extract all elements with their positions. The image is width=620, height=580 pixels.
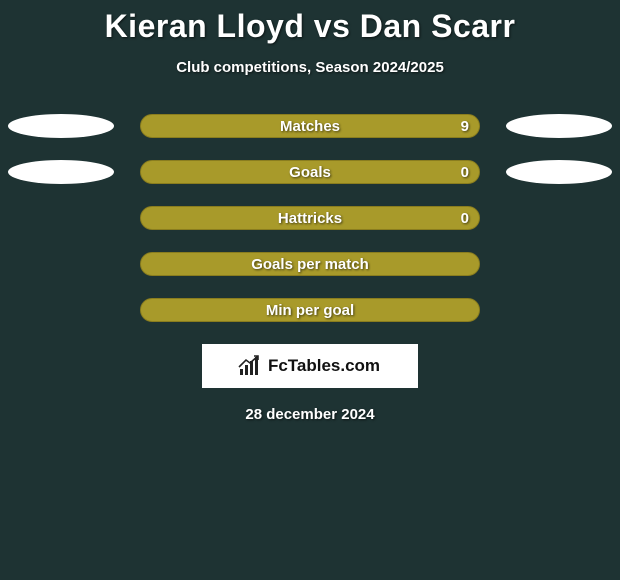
stat-label: Min per goal [266,302,354,319]
player-right-marker [506,160,612,184]
stat-row: Goals 0 [0,160,620,184]
stat-bar: Goals 0 [140,160,480,184]
stat-bar: Min per goal [140,298,480,322]
stat-label: Goals [289,164,331,181]
player-right-marker [506,114,612,138]
stat-row: Min per goal [0,298,620,322]
stat-bar: Goals per match [140,252,480,276]
fctables-logo[interactable]: FcTables.com [202,344,418,388]
logo-chart-icon [240,357,262,375]
stat-bar: Matches 9 [140,114,480,138]
logo-arrow-icon [238,355,260,369]
stat-value: 0 [461,164,469,181]
stat-label: Matches [280,118,340,135]
stat-label: Goals per match [251,256,369,273]
page-subtitle: Club competitions, Season 2024/2025 [0,59,620,76]
logo-text: FcTables.com [268,356,380,376]
stat-bars-container: Matches 9 Goals 0 Hattricks 0 Goals per match M… [0,114,620,322]
page-title: Kieran Lloyd vs Dan Scarr [0,0,620,45]
player-left-marker [8,114,114,138]
stat-row: Goals per match [0,252,620,276]
player-left-marker [8,160,114,184]
stat-bar: Hattricks 0 [140,206,480,230]
stat-row: Matches 9 [0,114,620,138]
stat-value: 9 [461,118,469,135]
stat-label: Hattricks [278,210,342,227]
stat-row: Hattricks 0 [0,206,620,230]
stat-value: 0 [461,210,469,227]
snapshot-date: 28 december 2024 [0,406,620,423]
